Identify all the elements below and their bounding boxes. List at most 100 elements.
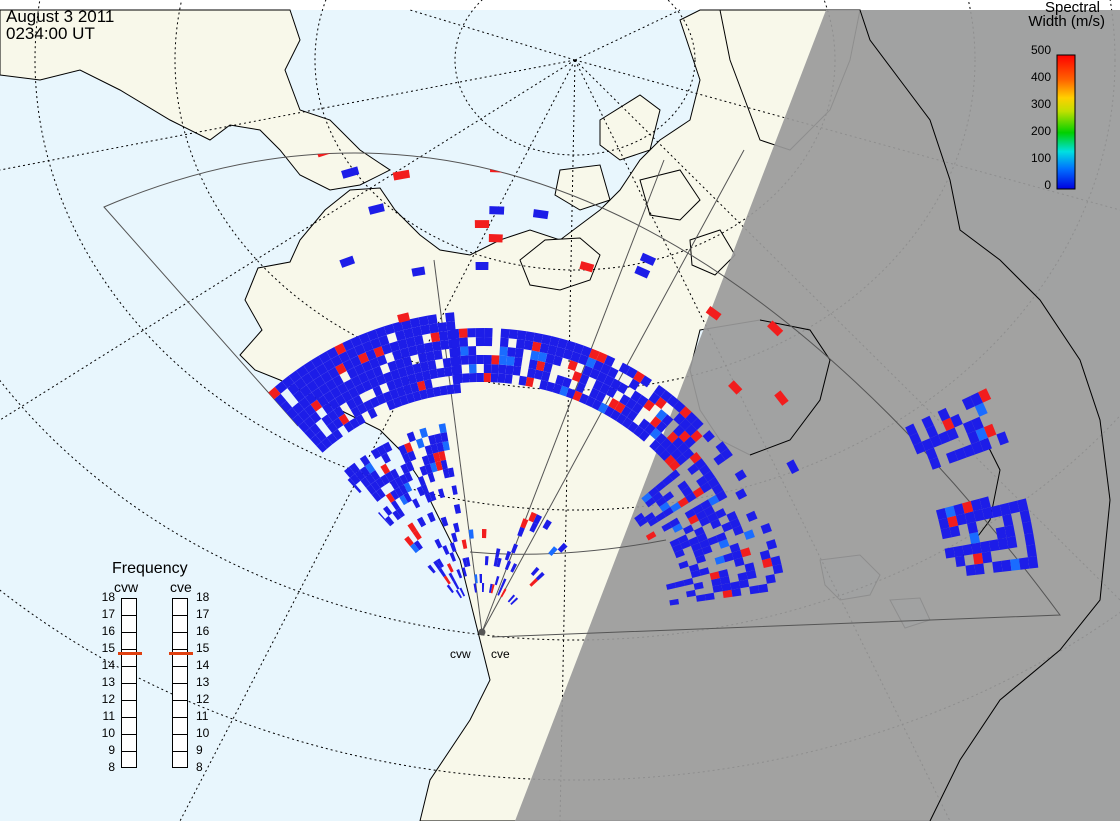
radar-echo-cell (491, 364, 499, 374)
colorbar-title-line1: Spectral (1044, 0, 1100, 16)
radar-echo-cell (400, 463, 410, 475)
radar-echo-cell (746, 569, 757, 580)
radar-echo-cell (427, 511, 436, 523)
radar-echo-cell (401, 319, 412, 331)
radar-echo-cell (660, 437, 673, 450)
radar-echo-cell (688, 563, 700, 573)
radar-echo-cell (770, 555, 782, 566)
radar-echo-cell (967, 430, 980, 445)
radar-echo-cell (440, 516, 449, 527)
radar-echo-cell (672, 523, 684, 533)
radar-echo-cell (453, 580, 460, 590)
radar-echo-cell (759, 549, 771, 561)
radar-echo-cell (416, 380, 426, 392)
colorbar-tick: 500 (1030, 43, 1051, 57)
radar-echo-cell (953, 545, 964, 558)
radar-echo-cell (718, 569, 729, 578)
radar-echo-cell (644, 512, 656, 522)
radar-echo-cell (515, 339, 526, 350)
radar-echo-cell (692, 487, 705, 498)
radar-echo-cell (403, 482, 413, 493)
radar-echo-cell (482, 583, 485, 593)
radar-echo-cell (416, 486, 425, 497)
radar-echo-cell (452, 346, 461, 357)
radar-echo-cell (921, 438, 934, 452)
radar-echo-cell (693, 526, 705, 537)
radar-echo-cell (496, 557, 502, 568)
radar-echo-cell (715, 532, 727, 543)
frequency-tick: 11 (196, 709, 209, 723)
radar-echo-cell (405, 392, 416, 404)
radar-echo-cell (362, 340, 374, 353)
radar-echo-cell (320, 371, 333, 384)
radar-echo-cell (483, 355, 492, 365)
radar-echo-cell (338, 351, 351, 363)
radar-echo-cell (456, 569, 463, 579)
frequency-tick: 16 (101, 624, 115, 638)
radar-echo-cell (654, 397, 667, 410)
radar-echo-cell (585, 356, 597, 369)
radar-echo-cell (535, 360, 546, 372)
radar-echo-cell (630, 390, 642, 403)
radar-echo-cell (693, 581, 704, 590)
radar-echo-cell (349, 417, 360, 429)
radar-echo-cell (664, 454, 676, 467)
radar-echo-cell (669, 598, 680, 606)
radar-echo-cell (974, 402, 988, 417)
radar-echo-cell (625, 366, 638, 379)
radar-echoes-outer (905, 388, 1039, 576)
radar-echo-cell (555, 374, 565, 386)
radar-echo-cell (483, 364, 492, 374)
radar-echo-cell (729, 518, 741, 529)
radar-echo-cell (326, 347, 339, 360)
radar-echo-cell (699, 539, 711, 549)
radar-echo-cell (668, 460, 681, 472)
radar-echo-cell (305, 392, 317, 405)
radar-echo-cell (404, 364, 415, 376)
radar-echo-cell (280, 400, 293, 413)
radar-echo-cell (365, 368, 376, 381)
radar-echo-cell (603, 355, 616, 367)
radar-echo-cell (413, 334, 424, 346)
radar-echo-cell (432, 386, 442, 397)
radar-echo-cell (678, 430, 691, 443)
radar-echo-cell (645, 531, 657, 541)
radar-echo-cell (648, 486, 660, 498)
radar-echo-cell (439, 385, 448, 396)
radar-echo-cell (668, 469, 681, 481)
radar-echo-cell (442, 357, 452, 368)
frequency-marker-cve (169, 651, 193, 655)
radar-echo-cell (310, 399, 323, 412)
radar-echo-cell (429, 462, 438, 473)
radar-echo-cell (427, 314, 438, 325)
radar-echo-cell (1026, 544, 1037, 558)
radar-echo-cell (545, 381, 556, 393)
radar-echo-cell (1008, 500, 1020, 514)
radar-echo-cell (316, 395, 329, 408)
radar-echo-cell (730, 581, 741, 590)
radar-echo-cell (364, 462, 376, 474)
radar-echo-cell (412, 391, 422, 402)
radar-echo-cell (712, 584, 723, 593)
radar-echo-cell (655, 432, 667, 445)
radar-echo-cell (683, 436, 696, 449)
radar-echo-cell (382, 505, 393, 516)
radar-echo-cell (1010, 558, 1021, 571)
radar-echo-cell (647, 516, 659, 527)
radar-echo-cell (385, 471, 395, 483)
radar-echo-cell (530, 566, 540, 576)
radar-echo-cell (654, 444, 666, 456)
radar-echo-cell (436, 442, 445, 453)
radar-echo-cell (458, 328, 468, 338)
radar-echo-cell (460, 355, 469, 365)
radar-echo-cell (327, 366, 340, 379)
radar-echo-cell (707, 494, 720, 506)
radar-echo-cell (365, 473, 376, 485)
radar-echo-cell (516, 330, 527, 341)
radar-echo-cell (376, 488, 386, 499)
radar-echo-cell (497, 373, 506, 384)
radar-echo-cell (375, 374, 387, 386)
radar-echo-cell (644, 423, 656, 435)
radar-echo-cell (1006, 536, 1018, 549)
